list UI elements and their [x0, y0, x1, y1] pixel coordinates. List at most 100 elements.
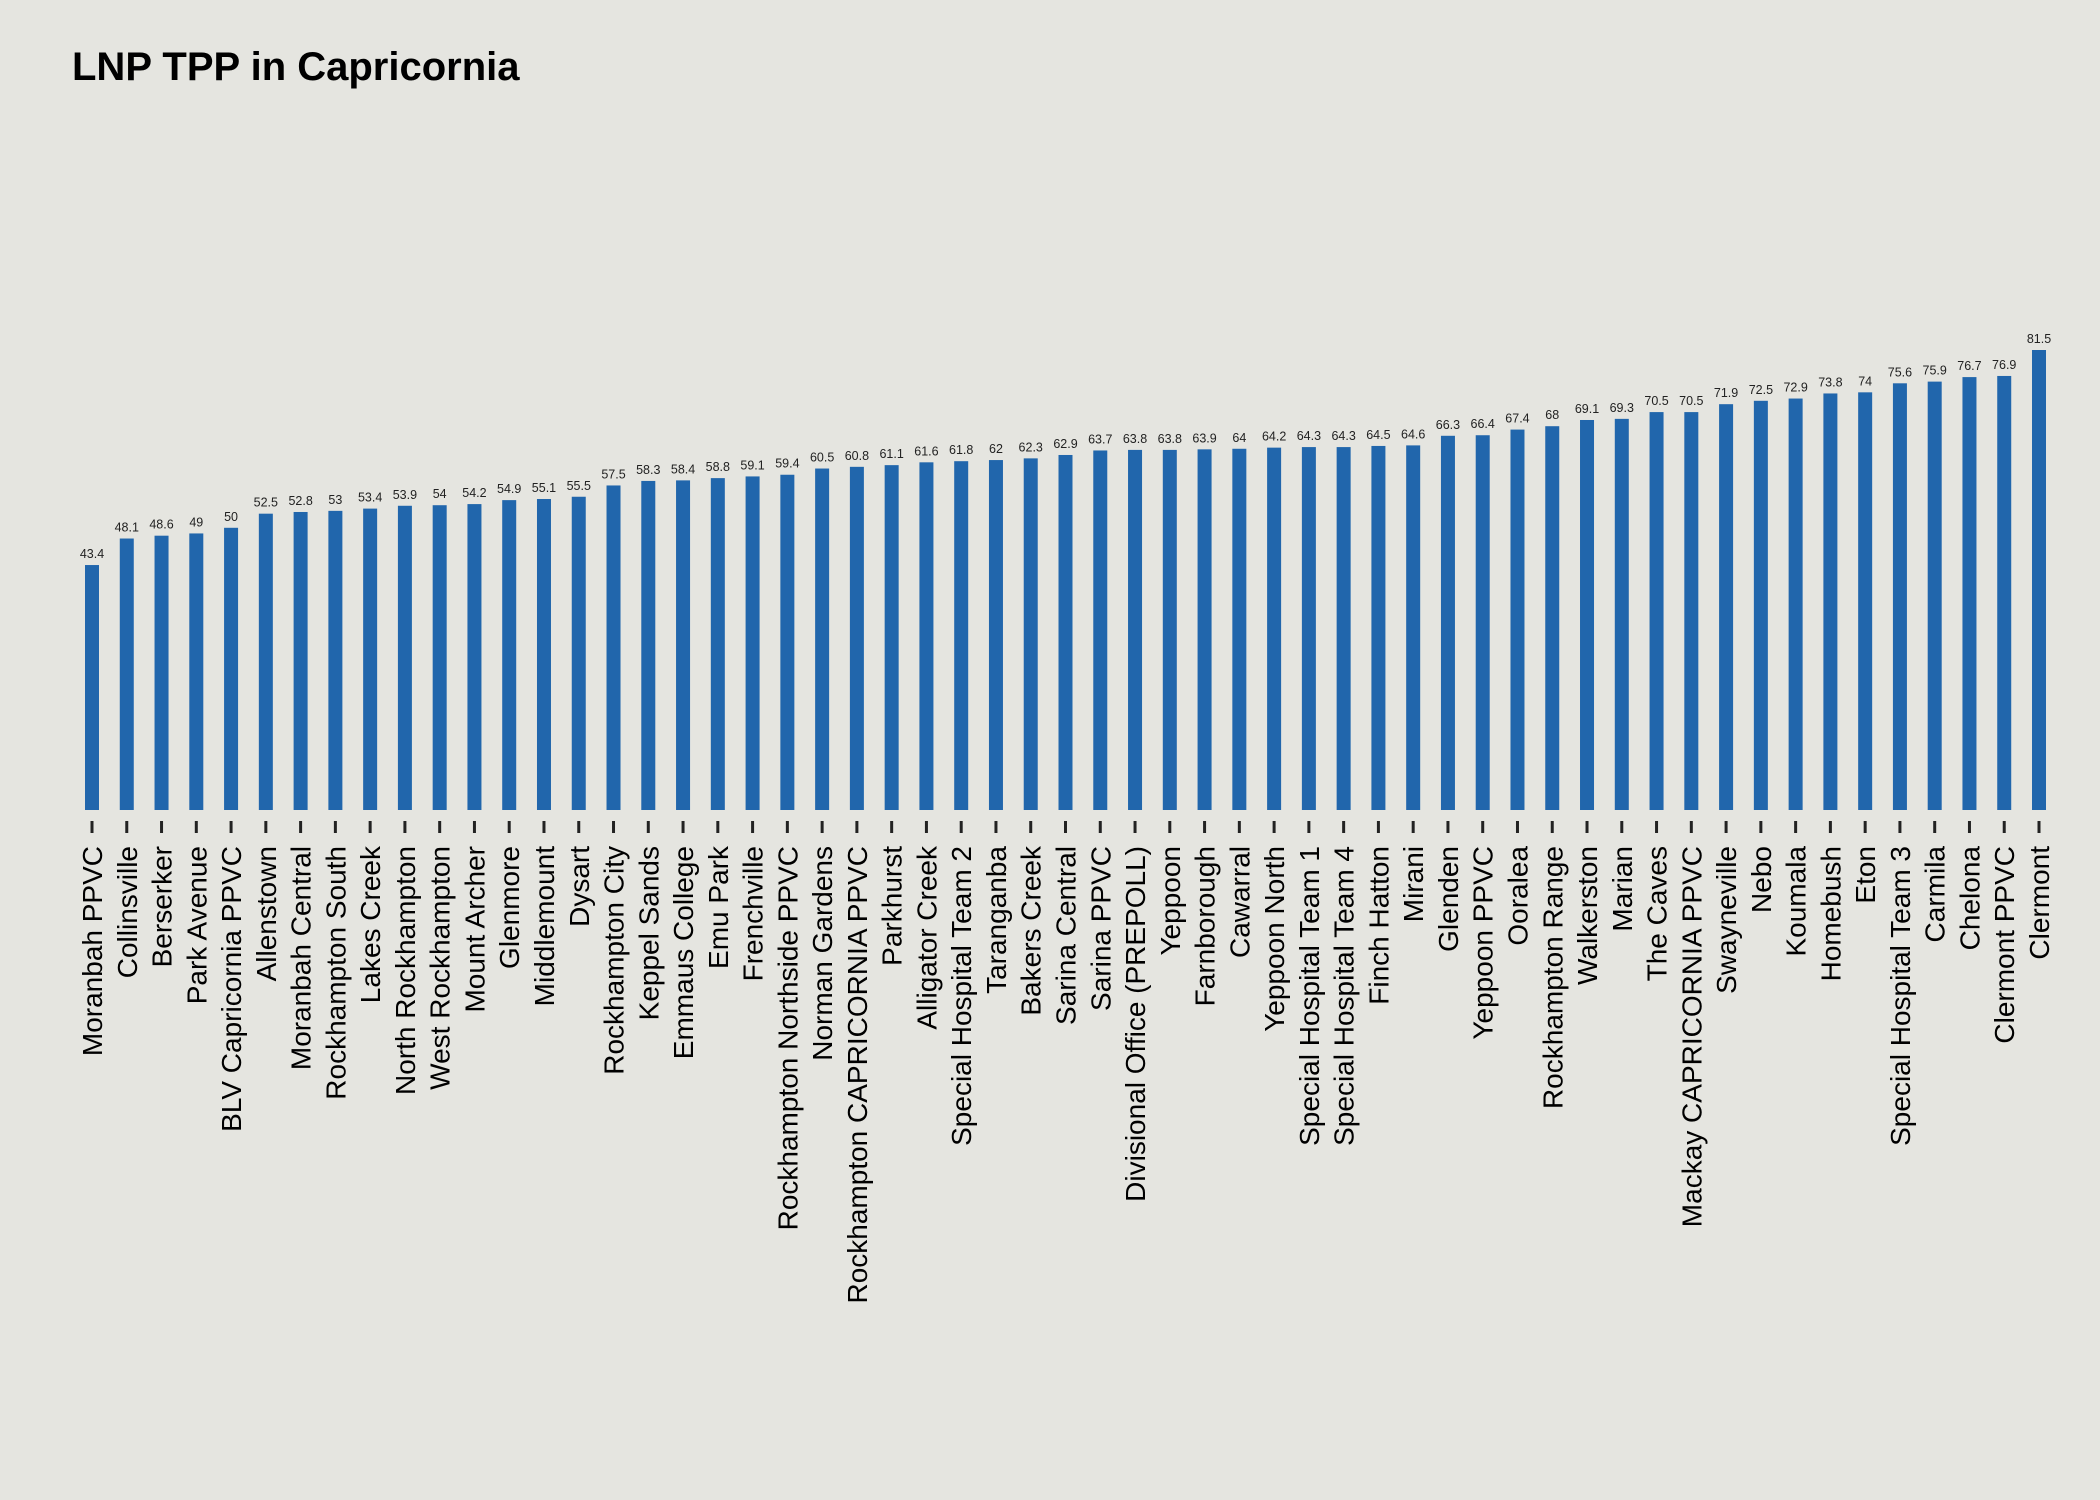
value-label: 63.7	[1088, 432, 1112, 446]
x-tick-label: Bakers Creek	[1016, 845, 1047, 1016]
x-tick-label: Glenmore	[494, 846, 525, 969]
bar	[571, 496, 586, 810]
bar	[119, 538, 134, 810]
bar	[1927, 381, 1942, 810]
bar	[954, 461, 969, 810]
value-label: 75.6	[1888, 365, 1912, 379]
value-label: 72.9	[1783, 381, 1807, 395]
x-tick-label: Lakes Creek	[355, 845, 386, 1003]
value-label: 58.3	[636, 463, 660, 477]
bar	[745, 476, 760, 810]
bar	[1510, 429, 1525, 810]
value-label: 53.4	[358, 491, 382, 505]
bar	[1614, 418, 1629, 810]
x-tick-label: Special Hospital Team 2	[946, 846, 977, 1146]
value-label: 70.5	[1644, 394, 1668, 408]
value-label: 64.5	[1366, 428, 1390, 442]
bar	[1406, 445, 1421, 810]
value-label: 54.2	[462, 486, 486, 500]
x-ticks-group	[90, 821, 2041, 833]
x-tick-label: Mirani	[1398, 846, 1429, 922]
x-tick-label: Rockhampton Range	[1537, 846, 1568, 1109]
bar	[1336, 447, 1351, 810]
x-tick-label: Keppel Sands	[633, 846, 664, 1020]
value-label: 54	[433, 487, 447, 501]
bar	[606, 485, 621, 810]
x-tick-label: Collinsville	[112, 846, 143, 978]
x-tick-label: Koumala	[1781, 846, 1812, 957]
value-label: 53.9	[393, 488, 417, 502]
bar	[1267, 447, 1282, 810]
x-tick-label: Rockhampton CAPRICORNIA PPVC	[842, 846, 873, 1304]
value-label: 58.4	[671, 462, 695, 476]
value-label: 64	[1232, 431, 1246, 445]
x-tick-label: Moranbah Central	[286, 846, 317, 1070]
x-tick-label: Allenstown	[251, 846, 282, 981]
x-tick-label: Special Hospital Team 3	[1885, 846, 1916, 1146]
value-label: 48.6	[149, 518, 173, 532]
bars-group	[85, 350, 2046, 810]
value-label: 74	[1858, 374, 1872, 388]
value-label: 69.3	[1610, 401, 1634, 415]
value-label: 60.5	[810, 451, 834, 465]
x-tick-label: Moranbah PPVC	[77, 846, 108, 1056]
value-label: 72.5	[1749, 383, 1773, 397]
value-label: 68	[1545, 408, 1559, 422]
bar	[710, 478, 725, 810]
x-tick-label: Berserker	[147, 846, 178, 967]
bar	[154, 535, 169, 810]
bar	[1023, 458, 1038, 810]
x-tick-label: Norman Gardens	[807, 846, 838, 1061]
x-tick-label: Alligator Creek	[911, 845, 942, 1030]
bar	[293, 511, 308, 810]
x-tick-label: Park Avenue	[181, 846, 212, 1004]
bar	[641, 480, 656, 810]
bar	[189, 533, 204, 810]
bar	[1058, 454, 1073, 810]
x-tick-label: Glenden	[1433, 846, 1464, 952]
x-tick-label: Frenchville	[738, 846, 769, 981]
bar	[1197, 449, 1212, 810]
x-labels-group: Moranbah PPVC Collinsville Berserker Park A…	[77, 845, 2055, 1303]
bar	[988, 460, 1003, 810]
value-label: 66.4	[1471, 417, 1495, 431]
bar	[432, 505, 447, 810]
x-tick-label: Yeppoon North	[1259, 846, 1290, 1032]
value-label: 63.8	[1123, 432, 1147, 446]
bar	[224, 527, 239, 810]
value-label: 63.9	[1192, 431, 1216, 445]
value-label: 52.5	[254, 496, 278, 510]
value-label: 58.8	[706, 460, 730, 474]
x-tick-label: Nebo	[1746, 846, 1777, 913]
chart-title: LNP TPP in Capricornia	[72, 45, 520, 89]
bar	[1719, 404, 1734, 810]
value-label: 71.9	[1714, 386, 1738, 400]
x-tick-label: Middlemount	[529, 846, 560, 1007]
value-label: 62.3	[1019, 440, 1043, 454]
bar	[1440, 435, 1455, 810]
value-label: 81.5	[2027, 332, 2051, 346]
x-tick-label: Sarina Central	[1051, 846, 1082, 1025]
value-label: 55.5	[567, 479, 591, 493]
x-tick-label: Rockhampton South	[320, 846, 351, 1100]
bar	[258, 513, 273, 810]
bar	[1128, 449, 1143, 810]
bar	[1093, 450, 1108, 810]
x-tick-label: Emu Park	[703, 845, 734, 969]
x-tick-label: Carmila	[1920, 846, 1951, 943]
value-label: 48.1	[115, 521, 139, 535]
value-label: 67.4	[1505, 412, 1529, 426]
bar	[363, 508, 378, 810]
bar	[884, 465, 899, 810]
bar	[1649, 412, 1664, 810]
bar	[397, 505, 412, 810]
value-label: 43.4	[80, 547, 104, 561]
value-label: 52.8	[288, 494, 312, 508]
x-tick-label: Clermont PPVC	[1989, 846, 2020, 1044]
x-tick-label: Yeppoon	[1155, 846, 1186, 956]
x-tick-label: Sarina PPVC	[1085, 846, 1116, 1011]
value-label: 63.8	[1158, 432, 1182, 446]
x-tick-label: Mackay CAPRICORNIA PPVC	[1676, 846, 1707, 1227]
value-label: 62.9	[1053, 437, 1077, 451]
x-tick-label: Taranganba	[981, 846, 1012, 994]
